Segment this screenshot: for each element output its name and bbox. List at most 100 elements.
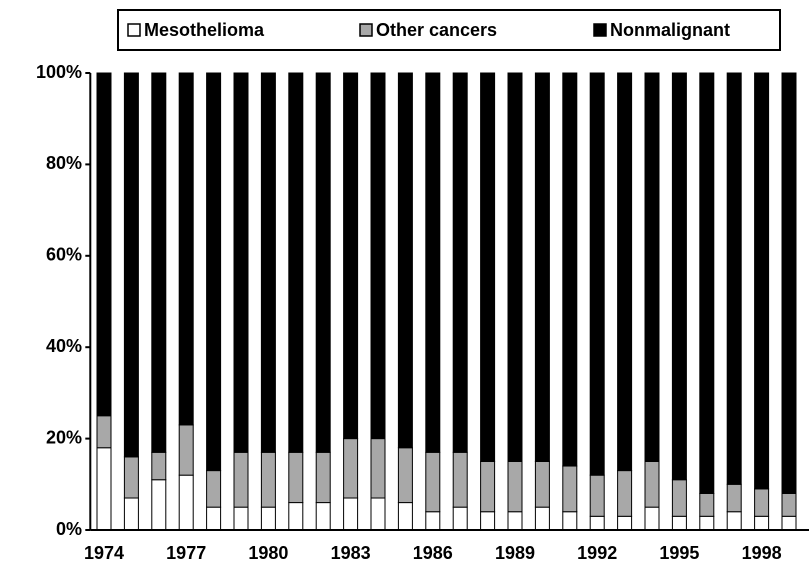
bar-segment xyxy=(96,415,112,449)
bar-segment xyxy=(206,72,222,472)
bar-segment xyxy=(562,465,578,513)
bar-segment xyxy=(343,72,359,440)
bar-segment xyxy=(260,451,276,508)
bar-segment xyxy=(726,72,742,485)
bar-segment xyxy=(507,460,523,513)
bar-segment xyxy=(260,72,276,453)
bar-segment xyxy=(288,451,304,504)
bar-segment xyxy=(425,72,441,453)
bar-segment xyxy=(562,72,578,467)
bar-segment xyxy=(781,72,797,494)
y-tick-label: 80% xyxy=(46,153,82,173)
bar-segment xyxy=(534,460,550,508)
bar-segment xyxy=(699,492,715,517)
bar-segment xyxy=(315,72,331,453)
bar-segment xyxy=(617,515,633,531)
x-tick-label: 1977 xyxy=(166,543,206,563)
bar-segment xyxy=(233,451,249,508)
bar-segment xyxy=(589,474,605,517)
bar-segment xyxy=(260,506,276,531)
x-tick-label: 1986 xyxy=(413,543,453,563)
y-tick-label: 40% xyxy=(46,336,82,356)
bar-segment xyxy=(671,72,687,481)
bar-segment xyxy=(96,447,112,531)
bar-segment xyxy=(452,451,468,508)
bar-segment xyxy=(288,502,304,531)
bar-segment xyxy=(288,72,304,453)
bar-segment xyxy=(480,460,496,513)
bar-segment xyxy=(233,72,249,453)
bar-segment xyxy=(425,451,441,513)
bar-segment xyxy=(178,72,194,426)
bar-segment xyxy=(699,515,715,531)
legend-label: Other cancers xyxy=(376,20,497,40)
legend-swatch xyxy=(359,23,373,37)
bar-segment xyxy=(644,460,660,508)
legend-box xyxy=(117,9,781,51)
bar-segment xyxy=(781,492,797,517)
x-tick-label: 1992 xyxy=(577,543,617,563)
bar-segment xyxy=(699,72,715,494)
bar-segment xyxy=(452,506,468,531)
bar-segment xyxy=(617,470,633,517)
bar-segment xyxy=(123,497,139,531)
bar-segment xyxy=(452,72,468,453)
bar-segment xyxy=(343,497,359,531)
bar-segment xyxy=(151,479,167,531)
x-tick-label: 1983 xyxy=(331,543,371,563)
bar-segment xyxy=(315,451,331,504)
bar-segment xyxy=(644,72,660,462)
x-tick-label: 1980 xyxy=(248,543,288,563)
bar-segment xyxy=(726,483,742,513)
bar-segment xyxy=(507,511,523,531)
bar-segment xyxy=(589,72,605,476)
x-tick-label: 1989 xyxy=(495,543,535,563)
bar-segment xyxy=(671,479,687,517)
bar-segment xyxy=(781,515,797,531)
bar-segment xyxy=(151,451,167,481)
bar-segment xyxy=(397,447,413,504)
bar-segment xyxy=(123,72,139,458)
x-tick-label: 1995 xyxy=(659,543,699,563)
bar-segment xyxy=(343,438,359,499)
bar-segment xyxy=(178,474,194,531)
legend-swatch xyxy=(127,23,141,37)
bar-segment xyxy=(754,488,770,517)
bar-segment xyxy=(480,72,496,462)
bar-segment xyxy=(178,424,194,476)
bar-segment xyxy=(726,511,742,531)
bar-segment xyxy=(480,511,496,531)
bar-segment xyxy=(507,72,523,462)
y-tick-label: 60% xyxy=(46,245,82,265)
bar-segment xyxy=(617,72,633,472)
bar-segment xyxy=(233,506,249,531)
bar-segment xyxy=(589,515,605,531)
x-tick-label: 1998 xyxy=(742,543,782,563)
bar-segment xyxy=(754,72,770,490)
bar-segment xyxy=(123,456,139,499)
bar-segment xyxy=(370,438,386,499)
bar-segment xyxy=(562,511,578,531)
bar-segment xyxy=(397,72,413,449)
bar-segment xyxy=(397,502,413,531)
bar-segment xyxy=(315,502,331,531)
bar-segment xyxy=(370,72,386,440)
bar-segment xyxy=(754,515,770,531)
bar-segment xyxy=(534,72,550,462)
bar-segment xyxy=(206,470,222,508)
bar-segment xyxy=(534,506,550,531)
legend-label: Mesothelioma xyxy=(144,20,265,40)
bar-segment xyxy=(644,506,660,531)
y-tick-label: 0% xyxy=(56,519,82,539)
bar-segment xyxy=(96,72,112,417)
legend-swatch xyxy=(593,23,607,37)
bar-segment xyxy=(206,506,222,531)
x-tick-label: 1974 xyxy=(84,543,124,563)
legend-label: Nonmalignant xyxy=(610,20,730,40)
bar-segment xyxy=(370,497,386,531)
bar-segment xyxy=(151,72,167,453)
bar-segment xyxy=(425,511,441,531)
y-tick-label: 100% xyxy=(36,62,82,82)
bar-segment xyxy=(671,515,687,531)
